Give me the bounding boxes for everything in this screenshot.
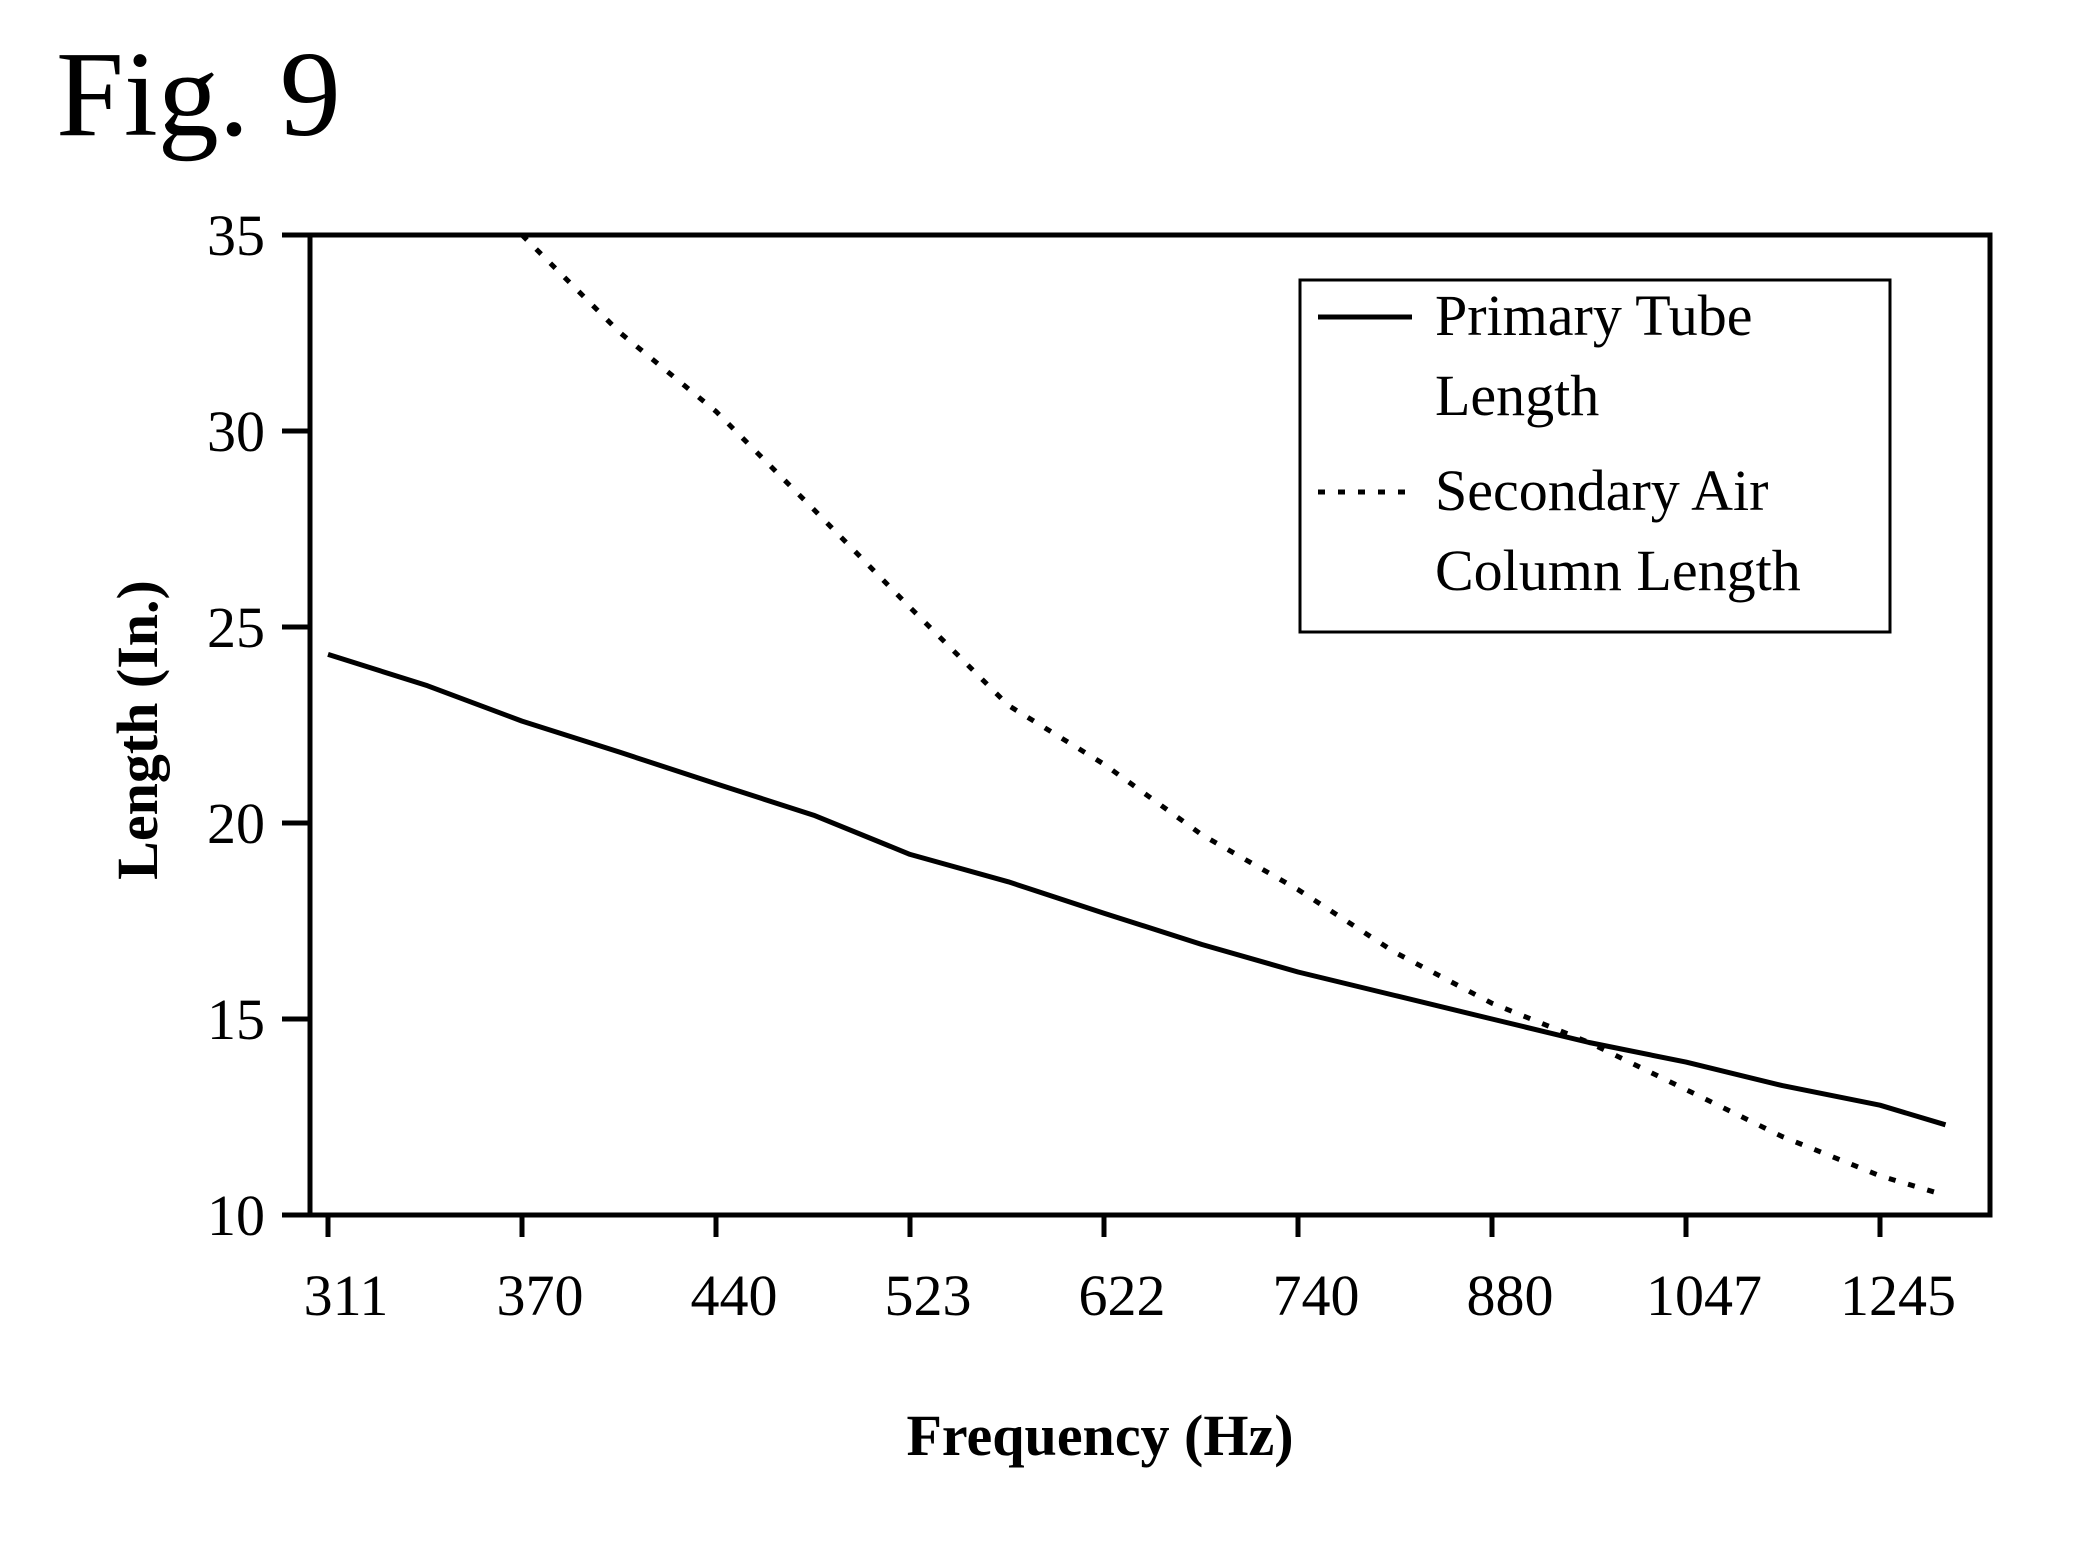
y-tick-label: 15 xyxy=(207,987,265,1052)
legend-label: Secondary Air xyxy=(1435,458,1768,523)
y-tick-label: 30 xyxy=(207,399,265,464)
y-tick-label: 10 xyxy=(207,1183,265,1248)
x-axis-title: Frequency (Hz) xyxy=(906,1403,1293,1468)
x-tick-label: 440 xyxy=(691,1263,778,1328)
y-tick-label: 25 xyxy=(207,595,265,660)
legend-label: Column Length xyxy=(1435,538,1801,603)
y-axis-title: Length (In.) xyxy=(105,580,170,880)
x-tick-label: 370 xyxy=(497,1263,584,1328)
x-tick-label: 1245 xyxy=(1840,1263,1956,1328)
legend: Primary Tube Length Secondary Air Column Le… xyxy=(1300,280,1890,632)
y-tick-label: 20 xyxy=(207,791,265,856)
y-axis-ticks: 10 15 20 25 30 35 xyxy=(207,203,310,1248)
x-tick-label: 311 xyxy=(304,1263,389,1328)
legend-label: Length xyxy=(1435,363,1599,428)
x-tick-label: 880 xyxy=(1467,1263,1554,1328)
x-tick-label: 622 xyxy=(1079,1263,1166,1328)
x-tick-label: 1047 xyxy=(1646,1263,1762,1328)
x-tick-label: 523 xyxy=(885,1263,972,1328)
y-tick-label: 35 xyxy=(207,203,265,268)
x-axis-ticks: 311 370 440 523 622 740 880 1047 1245 xyxy=(304,1215,1956,1328)
x-tick-label: 740 xyxy=(1273,1263,1360,1328)
series-line-primary-tube xyxy=(328,654,1946,1124)
legend-label: Primary Tube xyxy=(1435,283,1752,348)
